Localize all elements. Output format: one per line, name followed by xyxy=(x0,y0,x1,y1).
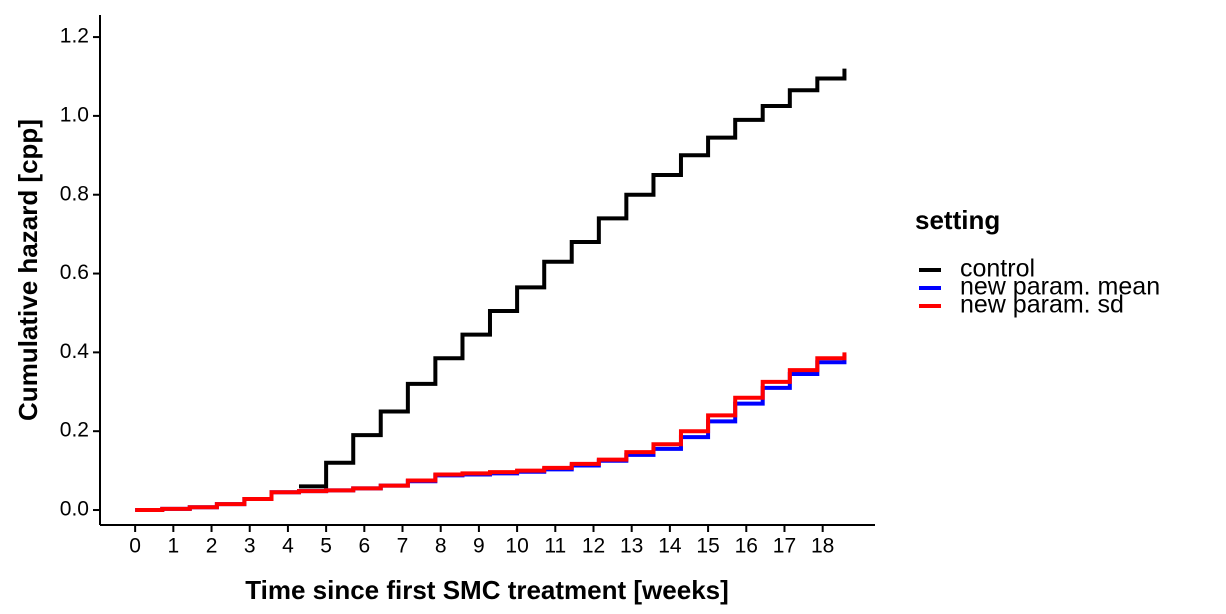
y-tick-label: 0.6 xyxy=(60,261,89,284)
y-tick-label: 1.2 xyxy=(60,25,89,48)
step-line xyxy=(135,354,847,513)
x-tick-label: 10 xyxy=(505,535,528,558)
legend-title: setting xyxy=(915,205,1000,235)
step-line xyxy=(299,68,847,489)
legend-label: control xyxy=(960,255,1035,283)
x-tick-label: 16 xyxy=(735,535,758,558)
legend-label: new param. sd xyxy=(960,291,1124,319)
x-tick-label: 1 xyxy=(167,535,179,558)
x-tick-label: 2 xyxy=(206,535,218,558)
x-tick-label: 4 xyxy=(282,535,294,558)
legend-label: new param. mean xyxy=(960,273,1160,301)
y-tick-label: 0.4 xyxy=(60,340,90,363)
x-tick-label: 0 xyxy=(129,535,141,558)
x-tick-label: 7 xyxy=(397,535,409,558)
x-tick-label: 11 xyxy=(544,535,566,558)
x-tick-label: 17 xyxy=(773,535,796,558)
x-tick-label: 9 xyxy=(473,535,485,558)
x-tick-label: 15 xyxy=(696,535,719,558)
y-tick-label: 1.0 xyxy=(60,103,89,126)
x-tick-label: 3 xyxy=(244,535,256,558)
step-line xyxy=(135,352,847,513)
y-tick-label: 0.2 xyxy=(60,419,89,442)
y-axis-title: Cumulative hazard [cpp] xyxy=(13,119,43,421)
x-axis-title: Time since first SMC treatment [weeks] xyxy=(245,575,729,605)
x-tick-label: 14 xyxy=(658,535,682,558)
x-tick-label: 8 xyxy=(435,535,447,558)
x-tick-label: 5 xyxy=(320,535,332,558)
x-tick-label: 13 xyxy=(620,535,643,558)
y-tick-label: 0.0 xyxy=(60,498,89,521)
x-tick-label: 18 xyxy=(811,535,834,558)
y-tick-label: 0.8 xyxy=(60,182,89,205)
x-tick-label: 6 xyxy=(358,535,370,558)
x-tick-label: 12 xyxy=(582,535,605,558)
